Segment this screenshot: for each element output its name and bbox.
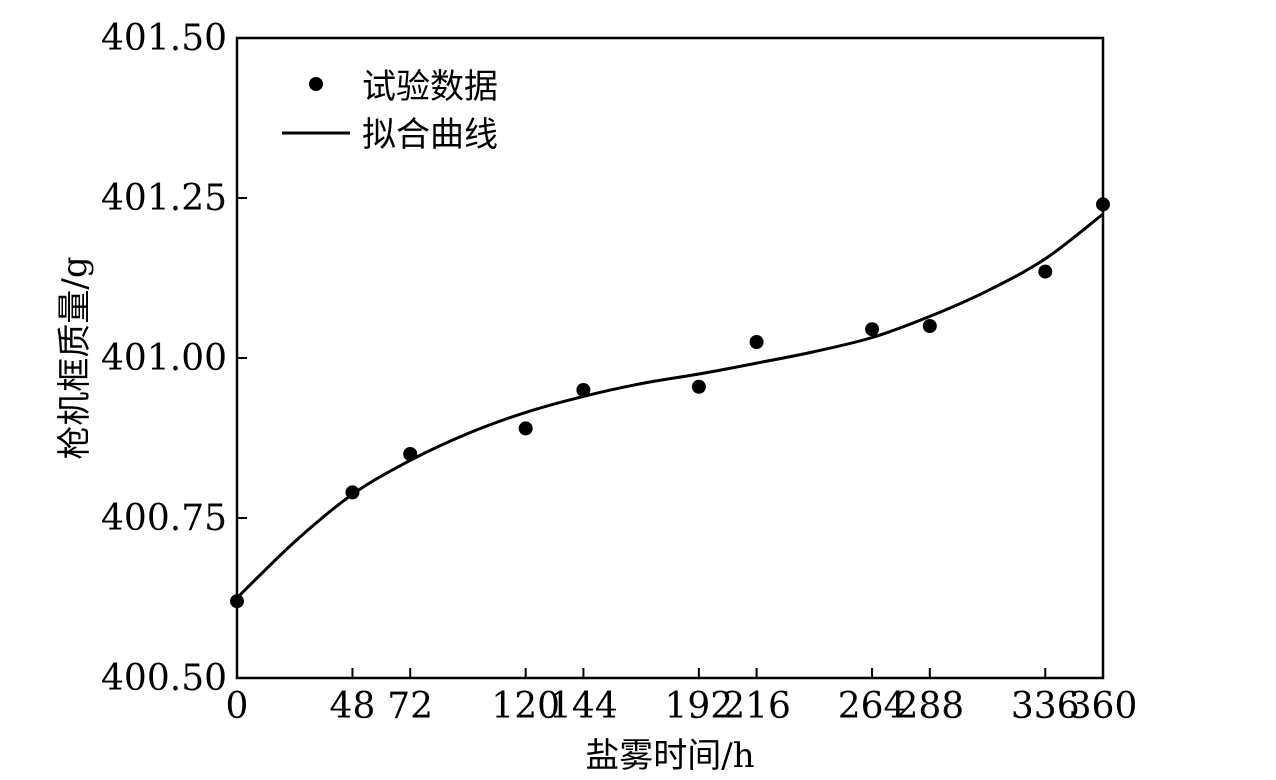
y-tick-label: 401.25	[101, 178, 227, 219]
x-tick-label: 360	[1069, 686, 1138, 727]
legend: 试验数据 拟合曲线	[282, 67, 498, 155]
data-point	[230, 594, 244, 609]
y-axis-title: 枪机框质量/g	[55, 256, 95, 459]
x-tick-label: 192	[665, 686, 734, 727]
legend-marker-scatter	[309, 77, 323, 91]
data-point	[518, 421, 533, 436]
data-points	[230, 197, 1110, 609]
data-point	[865, 322, 880, 337]
data-point	[576, 383, 591, 397]
x-tick-label: 264	[838, 686, 907, 727]
data-point	[1038, 264, 1053, 279]
data-point	[403, 447, 418, 461]
data-point	[749, 335, 764, 349]
x-tick-label: 144	[549, 686, 618, 727]
x-tick-label: 216	[722, 686, 791, 727]
y-tick-label: 401.00	[101, 338, 227, 379]
y-axis-ticks: 400.50 400.75 401.00 401.25 401.50	[101, 18, 247, 699]
x-tick-label: 0	[226, 686, 249, 727]
x-tick-label: 120	[491, 686, 560, 727]
data-point	[922, 319, 937, 333]
data-point	[345, 485, 360, 500]
y-tick-label: 401.50	[101, 18, 227, 59]
data-point	[1096, 197, 1110, 212]
x-axis-title: 盐雾时间/h	[585, 736, 754, 776]
y-tick-label: 400.50	[101, 658, 227, 699]
data-point	[691, 379, 706, 394]
legend-label-scatter: 试验数据	[362, 67, 498, 107]
legend-label-line: 拟合曲线	[362, 115, 498, 155]
x-tick-label: 288	[895, 686, 964, 727]
x-tick-label: 336	[1011, 686, 1080, 727]
x-tick-label: 48	[330, 686, 376, 727]
fit-curve-line	[235, 212, 1104, 600]
y-tick-label: 400.75	[101, 498, 227, 539]
x-tick-label: 72	[387, 686, 433, 727]
